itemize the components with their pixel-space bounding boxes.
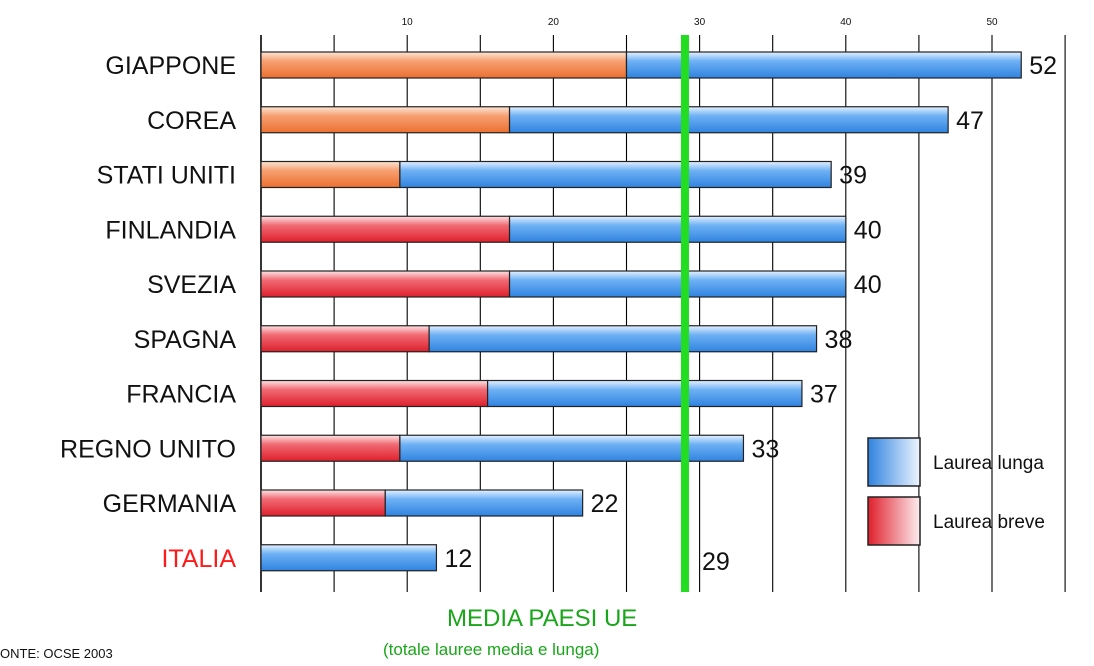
value-label-francia: 37 <box>810 381 838 409</box>
category-label-svezia: SVEZIA <box>147 271 236 299</box>
legend: Laurea lunga Laurea breve <box>867 437 1045 546</box>
value-label-finlandia: 40 <box>854 216 882 244</box>
tick-label-10: 10 <box>402 17 414 28</box>
x-axis-ticks: 10 20 30 40 50 <box>402 17 998 28</box>
legend-label-laurea-lunga: Laurea lunga <box>933 453 1044 474</box>
source-note: ONTE: OCSE 2003 <box>0 646 113 661</box>
legend-label-laurea-breve: Laurea breve <box>933 512 1045 533</box>
tick-label-30: 30 <box>694 17 706 28</box>
value-label-spagna: 38 <box>825 326 853 354</box>
category-label-giappone: GIAPPONE <box>105 52 236 80</box>
tick-label-20: 20 <box>548 17 560 28</box>
value-label-stati-uniti: 39 <box>839 162 867 190</box>
category-label-francia: FRANCIA <box>126 381 236 409</box>
bar-lunga-spagna <box>428 325 818 353</box>
value-label-corea: 47 <box>956 107 984 135</box>
bar-breve-stati-uniti <box>260 160 401 189</box>
bar-lunga-stati-uniti <box>399 160 832 189</box>
category-label-stati-uniti: STATI UNITI <box>97 162 236 190</box>
bar-lunga-svezia <box>508 270 847 298</box>
bar-lunga-germania <box>384 489 584 517</box>
category-label-spagna: SPAGNA <box>134 326 237 354</box>
bar-breve-regno-unito <box>260 434 401 462</box>
category-labels: GIAPPONE COREA STATI UNITI FINLANDIA SVEZIA S… <box>60 52 236 573</box>
reference-line-group: 29 <box>680 35 730 592</box>
value-label-germania: 22 <box>591 490 619 518</box>
legend-swatch-laurea-breve <box>867 496 921 546</box>
bar-lunga-corea <box>508 106 949 134</box>
category-label-italia: ITALIA <box>161 545 236 573</box>
legend-swatch-laurea-lunga <box>867 437 921 487</box>
x-axis-label: MEDIA PAESI UE <box>447 605 638 632</box>
bar-breve-germania <box>260 489 386 517</box>
category-label-corea: COREA <box>147 107 236 135</box>
bar-breve-finlandia <box>260 215 511 243</box>
category-label-regno-unito: REGNO UNITO <box>60 435 236 463</box>
bars <box>260 51 1022 572</box>
value-label-italia: 12 <box>444 545 472 573</box>
bar-lunga-regno-unito <box>399 434 745 462</box>
bar-breve-svezia <box>260 270 511 298</box>
bar-lunga-finlandia <box>508 215 847 243</box>
bar-lunga-francia <box>487 379 803 408</box>
category-label-germania: GERMANIA <box>103 490 237 518</box>
bar-breve-corea <box>260 106 511 134</box>
bar-lunga-italia <box>260 544 438 572</box>
value-label-svezia: 40 <box>854 271 882 299</box>
tick-label-50: 50 <box>986 17 998 28</box>
x-axis-sublabel: (totale lauree media e lunga) <box>383 640 600 659</box>
bar-breve-francia <box>260 379 489 408</box>
value-label-giappone: 52 <box>1029 52 1057 80</box>
bar-lunga-giappone <box>625 51 1022 79</box>
bar-breve-giappone <box>260 51 628 79</box>
tick-label-40: 40 <box>840 17 852 28</box>
reference-value-label: 29 <box>702 548 730 576</box>
value-label-regno-unito: 33 <box>751 435 779 463</box>
category-label-finlandia: FINLANDIA <box>105 216 236 244</box>
bar-breve-spagna <box>260 325 430 353</box>
